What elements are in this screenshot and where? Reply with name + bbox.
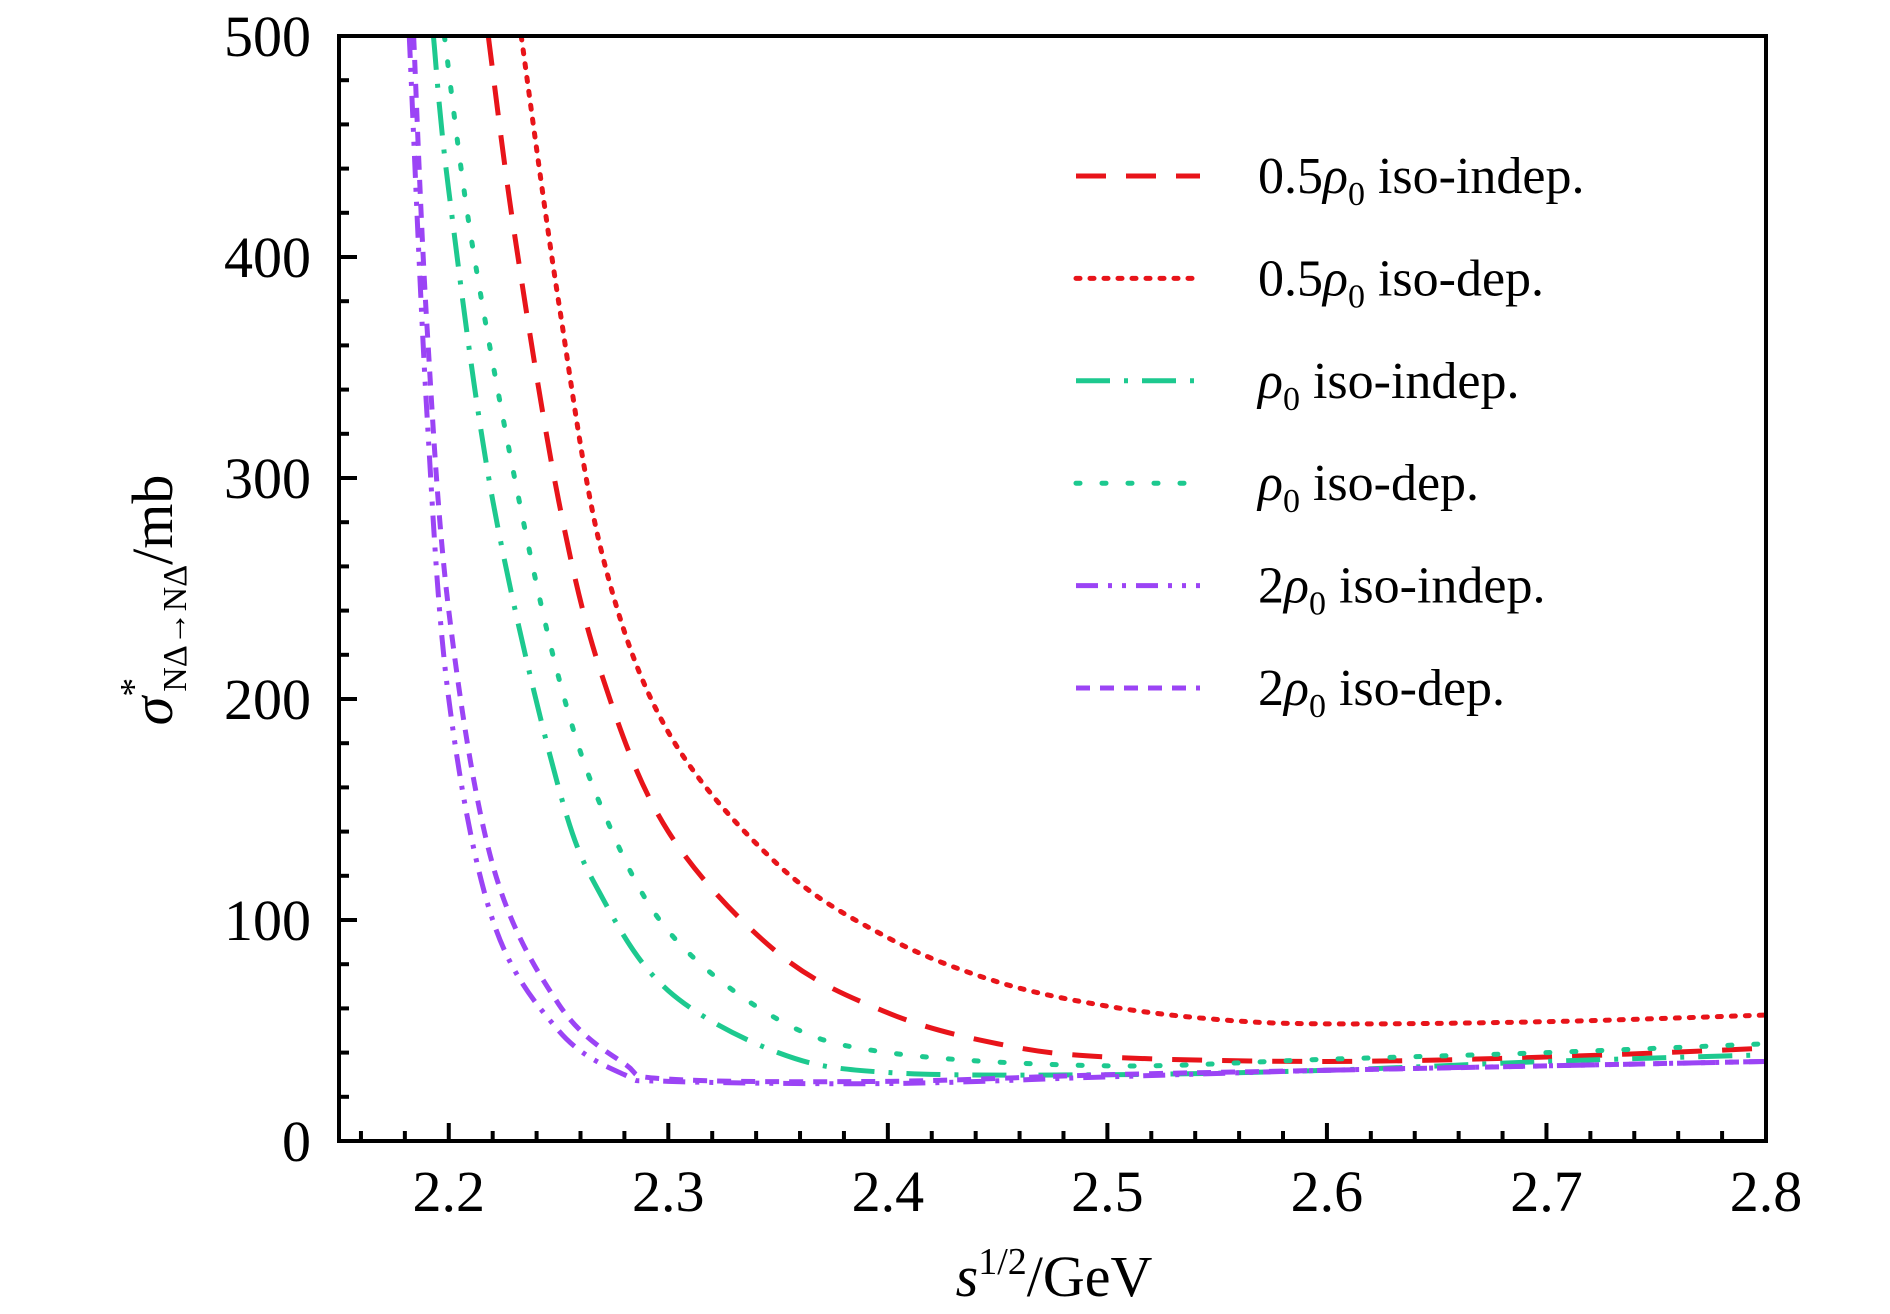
legend-label-0: 0.5ρ0 iso-indep.	[1258, 148, 1585, 213]
legend-label-2: ρ0 iso-indep.	[1256, 353, 1520, 418]
y-tick-label: 200	[224, 667, 311, 732]
x-tick-label: 2.2	[413, 1159, 486, 1224]
y-tick-label: 500	[224, 4, 311, 69]
series-line-0	[485, 36, 1766, 1064]
series-line-5	[411, 36, 1766, 1085]
y-tick-label: 100	[224, 888, 311, 953]
x-tick-label: 2.8	[1730, 1159, 1803, 1224]
x-axis-label: s1/2/GeV	[956, 1241, 1153, 1309]
x-tick-label: 2.6	[1291, 1159, 1364, 1224]
x-tick-label: 2.4	[852, 1159, 925, 1224]
legend-label-4: 2ρ0 iso-indep.	[1258, 558, 1546, 623]
axes: 0 100 200 300 400 500 2.2 2.3 2.4 2.5 2.6 2.7 2.8	[224, 4, 1802, 1224]
series-line-4	[406, 36, 1766, 1087]
legend-label-5: 2ρ0 iso-dep.	[1258, 660, 1505, 725]
series-curves	[406, 36, 1766, 1087]
y-tick-label: 400	[224, 225, 311, 290]
legend-label-1: 0.5ρ0 iso-dep.	[1258, 250, 1544, 315]
legend-label-3: ρ0 iso-dep.	[1256, 455, 1479, 520]
plot-frame	[337, 34, 1768, 1143]
y-tick-label: 0	[282, 1109, 311, 1174]
y-tick-label: 300	[224, 446, 311, 511]
x-tick-label: 2.5	[1071, 1159, 1144, 1224]
x-tick-label: 2.7	[1510, 1159, 1583, 1224]
y-axis-label: σ*NΔ→NΔ/mb	[113, 475, 194, 726]
series-line-2	[430, 36, 1766, 1078]
legend: 0.5ρ0 iso-indep. 0.5ρ0 iso-dep. ρ0 iso-ind…	[1073, 148, 1585, 725]
x-tick-label: 2.3	[632, 1159, 705, 1224]
series-line-1	[518, 36, 1766, 1027]
